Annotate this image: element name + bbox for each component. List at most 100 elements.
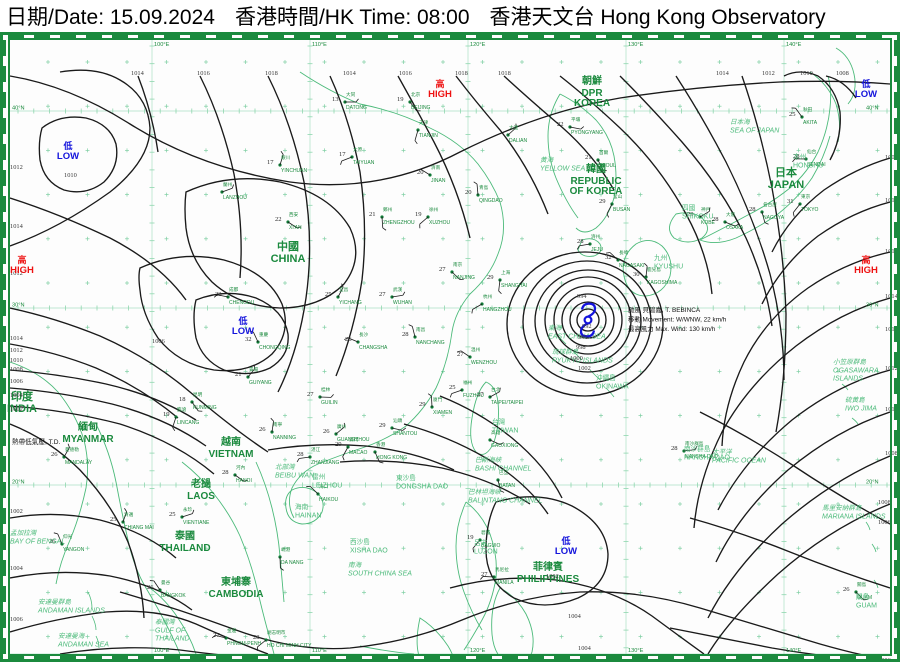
svg-text:鹿兒島: 鹿兒島: [647, 266, 661, 273]
chart-header: 日期/Date: 15.09.2024 香港時間/HK Time: 08:00 …: [0, 0, 900, 32]
border-dash: [528, 656, 544, 662]
svg-text:1004: 1004: [578, 645, 592, 652]
border-dash: [424, 656, 440, 662]
svg-text:琉球群島: 琉球群島: [552, 348, 579, 356]
border-dash: [814, 656, 830, 662]
svg-text:GAOXIONG: GAOXIONG: [491, 443, 518, 449]
svg-text:鄭州: 鄭州: [383, 206, 393, 213]
svg-text:1006: 1006: [10, 616, 23, 623]
svg-text:28: 28: [297, 451, 304, 458]
station-plot: 杭州 HANGZHOU: [471, 293, 512, 314]
svg-text:CHONGQING: CHONGQING: [259, 345, 291, 351]
svg-text:南京: 南京: [453, 261, 463, 268]
border-dash: [894, 430, 900, 446]
border-dash: [476, 32, 492, 38]
station-plot: 大連 DALIAN: [506, 123, 527, 144]
svg-text:29: 29: [379, 422, 386, 429]
svg-text:19: 19: [467, 534, 474, 541]
svg-text:INDIA: INDIA: [7, 403, 37, 415]
station-plot: 27 南京 NANJING: [439, 261, 475, 281]
border-dash: [762, 32, 778, 38]
station-plot: 20 青島 QINGDAO: [465, 181, 503, 204]
svg-text:本州: 本州: [793, 152, 806, 161]
border-dash: [190, 32, 206, 38]
border-dash: [0, 196, 6, 212]
svg-text:BAY OF BENGAL: BAY OF BENGAL: [10, 539, 65, 546]
border-dash: [894, 482, 900, 498]
station-plot: 26 曼谷 BANGKOK: [147, 579, 186, 599]
border-dash: [762, 656, 778, 662]
map-canvas[interactable]: 13 大同 DATONG 19 北京 BEIJING 天津 TIANJIN 17 太原 TAIYUA…: [0, 32, 900, 662]
svg-text:GUAM: GUAM: [857, 595, 872, 601]
svg-text:20°N: 20°N: [12, 480, 25, 486]
svg-text:印度: 印度: [11, 389, 34, 403]
svg-text:28: 28: [253, 634, 260, 641]
svg-text:120°E: 120°E: [470, 648, 486, 654]
svg-text:1018: 1018: [265, 70, 278, 77]
svg-text:大連: 大連: [509, 124, 519, 131]
svg-text:小笠原群島: 小笠原群島: [833, 358, 866, 366]
border-dash: [894, 378, 900, 394]
border-dash: [0, 92, 6, 108]
svg-text:DA NANG: DA NANG: [281, 560, 304, 566]
svg-text:28: 28: [577, 238, 584, 245]
border-dash: [112, 656, 128, 662]
svg-text:1014: 1014: [885, 326, 899, 333]
svg-text:日本: 日本: [775, 165, 797, 179]
svg-text:27: 27: [379, 291, 386, 298]
border-dash: [866, 656, 882, 662]
station-plot: 巴旦 BATAN: [496, 470, 515, 493]
svg-text:名古屋: 名古屋: [763, 201, 777, 208]
border-dash: [658, 32, 674, 38]
station-plot: 25 清邁 CHIANG MAI: [110, 508, 154, 531]
border-dash: [346, 656, 362, 662]
svg-text:40°N: 40°N: [866, 106, 879, 112]
svg-text:WUHAN: WUHAN: [393, 300, 412, 306]
svg-text:胡志明市: 胡志明市: [267, 629, 286, 636]
station-plot: 19 臨滄 LINCANG: [163, 406, 199, 432]
svg-text:LOW: LOW: [57, 151, 79, 162]
svg-text:994: 994: [577, 293, 587, 300]
svg-text:VIENTIANE: VIENTIANE: [183, 520, 210, 526]
svg-text:21: 21: [235, 371, 242, 378]
border-dash: [580, 32, 596, 38]
svg-text:澳門: 澳門: [349, 436, 359, 443]
svg-text:上海: 上海: [501, 269, 511, 276]
svg-text:CHIANG MAI: CHIANG MAI: [124, 525, 154, 531]
svg-text:998: 998: [576, 344, 586, 351]
svg-text:26: 26: [51, 451, 58, 458]
station-plot: 28 名古屋 NAGOYA: [749, 201, 785, 225]
svg-text:曼德勒: 曼德勒: [65, 446, 79, 453]
svg-text:颱風 貝碧嘉, T. BEBINCA: 颱風 貝碧嘉, T. BEBINCA: [628, 305, 701, 314]
svg-text:120°E: 120°E: [470, 42, 486, 48]
station-plot: 28 湛江 ZHANJIANG: [296, 446, 339, 466]
svg-text:平壤: 平壤: [571, 116, 581, 123]
border-dash: [894, 196, 900, 212]
border-dash: [0, 352, 6, 368]
svg-text:越南: 越南: [220, 435, 241, 448]
border-dash: [736, 656, 752, 662]
station-plots: 13 大同 DATONG 19 北京 BEIJING 天津 TIANJIN 17 太原 TAIYUA…: [49, 91, 872, 651]
station-plot: 28 南昌 NANCHANG: [402, 324, 445, 346]
svg-text:廣州: 廣州: [337, 423, 347, 430]
svg-text:KOBE: KOBE: [701, 220, 716, 226]
svg-text:成都: 成都: [229, 286, 239, 293]
svg-text:1014: 1014: [10, 335, 24, 342]
weather-chart-map[interactable]: 13 大同 DATONG 19 北京 BEIJING 天津 TIANJIN 17 太原 TAIYUA…: [0, 32, 900, 662]
svg-text:21: 21: [369, 211, 376, 218]
station-plot: 32 重慶 CHONGQING: [245, 330, 291, 351]
svg-text:大同: 大同: [346, 91, 356, 98]
svg-text:21: 21: [585, 154, 592, 161]
border-dash: [0, 170, 6, 186]
svg-text:LOW: LOW: [855, 89, 877, 100]
svg-text:1014: 1014: [343, 70, 357, 77]
svg-text:東海: 東海: [548, 324, 563, 332]
svg-text:HIGH: HIGH: [10, 265, 34, 276]
svg-text:30°N: 30°N: [866, 303, 879, 309]
typhoon-symbol[interactable]: [579, 302, 597, 338]
border-dash: [476, 656, 492, 662]
svg-text:29: 29: [335, 441, 342, 448]
svg-text:BEIJING: BEIJING: [411, 105, 431, 111]
svg-text:緬甸: 緬甸: [78, 420, 98, 433]
